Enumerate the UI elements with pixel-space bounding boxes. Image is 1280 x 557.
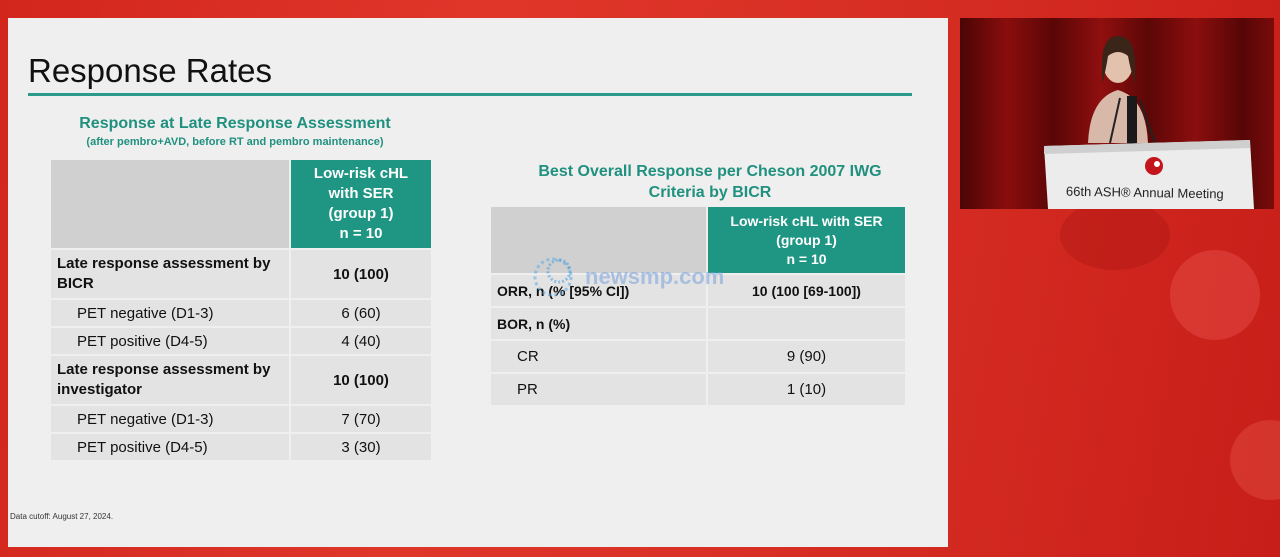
watermark: newsmp.com (530, 254, 770, 300)
table-row: Late response assessment by investigator… (51, 356, 431, 404)
header-line: Low-risk cHL with SER (730, 212, 883, 229)
header-line: (group 1) (328, 205, 394, 222)
table-row: CR 9 (90) (491, 341, 905, 372)
podium (1044, 140, 1254, 209)
footnote: Data cutoff: August 27, 2024. (10, 512, 114, 521)
row-label: PET negative (D1-3) (51, 300, 289, 326)
title-divider (28, 93, 912, 96)
row-label: PET negative (D1-3) (51, 406, 289, 432)
row-label: PET positive (D4-5) (51, 434, 289, 460)
row-value: 1 (10) (708, 374, 905, 405)
table2-title-line: Best Overall Response per Cheson 2007 IW… (538, 163, 882, 180)
speaker-scene (960, 18, 1274, 209)
background-circle (1060, 200, 1170, 270)
row-label: CR (491, 341, 706, 372)
podium-label: 66th ASH® Annual Meeting (1065, 183, 1224, 202)
background-circle (1230, 420, 1280, 500)
table-row: PET positive (D4-5) 4 (40) (51, 328, 431, 354)
row-label: ORR, n (% [95% CI]) (491, 275, 706, 306)
watermark-text: newsmp.com (585, 264, 725, 289)
table2-title-line: Criteria by BICR (648, 184, 772, 201)
speaker-video (960, 18, 1274, 209)
row-value: 10 (100) (291, 356, 431, 404)
table-row: ORR, n (% [95% CI]) 10 (100 [69-100]) (491, 275, 905, 306)
row-value: 3 (30) (291, 434, 431, 460)
table2-title: Best Overall Response per Cheson 2007 IW… (500, 161, 920, 203)
table-row: PR 1 (10) (491, 374, 905, 405)
row-label: PR (491, 374, 706, 405)
header-line: Low-risk cHL (313, 165, 409, 182)
header-line: with SER (328, 185, 394, 202)
table1-title: Response at Late Response Assessment (79, 115, 391, 132)
table-row: Late response assessment by BICR 10 (100… (51, 250, 431, 298)
watermark-logo-icon (533, 257, 573, 297)
row-label: PET positive (D4-5) (51, 328, 289, 354)
table-row: PET positive (D4-5) 3 (30) (51, 434, 431, 460)
header-line: n = 10 (339, 225, 383, 242)
group-header-cell: Low-risk cHL with SER (group 1) n = 10 (291, 160, 431, 248)
row-label: Late response assessment by investigator (51, 356, 289, 404)
background-circle (1170, 250, 1260, 340)
table1-subtitle: (after pembro+AVD, before RT and pembro … (86, 136, 384, 148)
row-label: Late response assessment by BICR (51, 250, 289, 298)
row-value: 7 (70) (291, 406, 431, 432)
table-header-row: Low-risk cHL with SER (group 1) n = 10 (491, 207, 905, 273)
slide-title: Response Rates (28, 52, 272, 89)
group-header-cell: Low-risk cHL with SER (group 1) n = 10 (708, 207, 905, 273)
header-line: (group 1) (776, 231, 837, 248)
late-response-table: Low-risk cHL with SER (group 1) n = 10 L… (49, 158, 433, 462)
best-overall-response-table: Low-risk cHL with SER (group 1) n = 10 O… (489, 205, 907, 407)
row-value: 10 (100) (291, 250, 431, 298)
table-row: PET negative (D1-3) 6 (60) (51, 300, 431, 326)
header-blank-cell (491, 207, 706, 273)
table-header-row: Low-risk cHL with SER (group 1) n = 10 (51, 160, 431, 248)
ash-logo-icon (1145, 157, 1163, 175)
row-value: 4 (40) (291, 328, 431, 354)
header-line: n = 10 (786, 250, 827, 267)
row-value: 6 (60) (291, 300, 431, 326)
header-blank-cell (51, 160, 289, 248)
row-value: 10 (100 [69-100]) (708, 275, 905, 306)
row-value (708, 308, 905, 339)
table-row: BOR, n (%) (491, 308, 905, 339)
row-label: BOR, n (%) (491, 308, 706, 339)
table-row: PET negative (D1-3) 7 (70) (51, 406, 431, 432)
row-value: 9 (90) (708, 341, 905, 372)
